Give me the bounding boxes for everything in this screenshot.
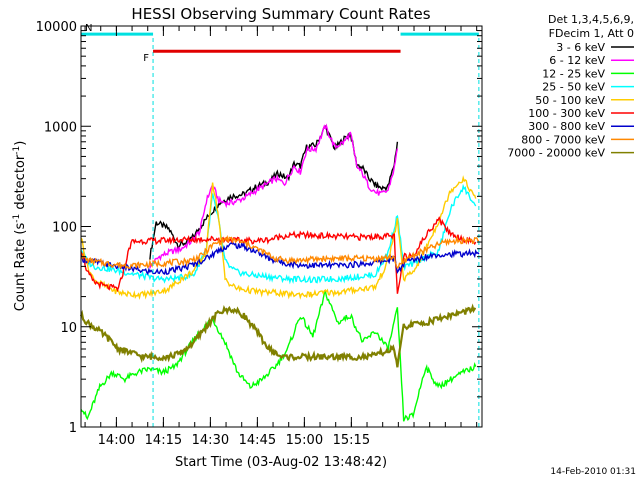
series-line-9 [79,303,477,368]
plot-flags: FN [81,23,480,427]
series-line-2 [149,123,399,269]
legend-entry-label: 6 - 12 keV [549,54,605,67]
legend-entry-label: 100 - 300 keV [528,107,605,120]
series-line-5 [80,175,477,300]
legend-header-1: Det 1,3,4,5,6,9, [548,13,634,26]
legend-entry-label: 300 - 800 keV [528,120,605,133]
x-tick-label: 15:15 [333,433,370,448]
y-tick-label: 10 [60,321,77,336]
legend-entry-label: 12 - 25 keV [542,67,605,80]
series-line-6 [80,216,477,294]
legend-entry-label: 50 - 100 keV [535,94,605,107]
x-tick-label: 15:00 [286,433,323,448]
y-axis-label: Count Rate (s-1 detector-1) [12,141,28,312]
plot-frame [80,25,483,428]
series-line-7 [80,241,480,276]
legend-entry-label: 3 - 6 keV [556,41,605,54]
legend-header-2: FDecim 1, Att 0 [549,27,634,40]
x-tick-label: 14:00 [98,433,135,448]
legend: Det 1,3,4,5,6,9, FDecim 1, Att 0 3 - 6 k… [507,13,634,160]
y-tick-label: 1 [69,421,77,436]
y-tick-label: 100 [52,221,77,236]
chart-title: HESSI Observing Summary Count Rates [131,5,430,23]
x-axis: 14:00 14:15 14:30 14:45 15:00 15:15 [84,26,478,448]
legend-entry-label: 800 - 7000 keV [521,133,605,146]
flag-label: F [143,53,149,64]
x-tick-label: 14:15 [145,433,182,448]
series-line-4 [80,183,477,285]
y-tick-label: 10000 [36,20,77,35]
flag-label: N [85,23,92,34]
x-tick-label: 14:45 [239,433,276,448]
timestamp: 14-Feb-2010 01:31 [550,467,636,477]
series-line-3 [80,288,477,422]
y-axis: 1 10 100 1000 10000 [36,20,482,436]
plot-series [79,123,480,422]
x-tick-label: 14:30 [192,433,229,448]
y-tick-label: 1000 [44,120,77,135]
series-line-8 [80,234,480,270]
x-axis-label: Start Time (03-Aug-02 13:48:42) [175,455,387,470]
legend-entry-label: 7000 - 20000 keV [507,147,605,160]
legend-entry-label: 25 - 50 keV [542,81,605,94]
